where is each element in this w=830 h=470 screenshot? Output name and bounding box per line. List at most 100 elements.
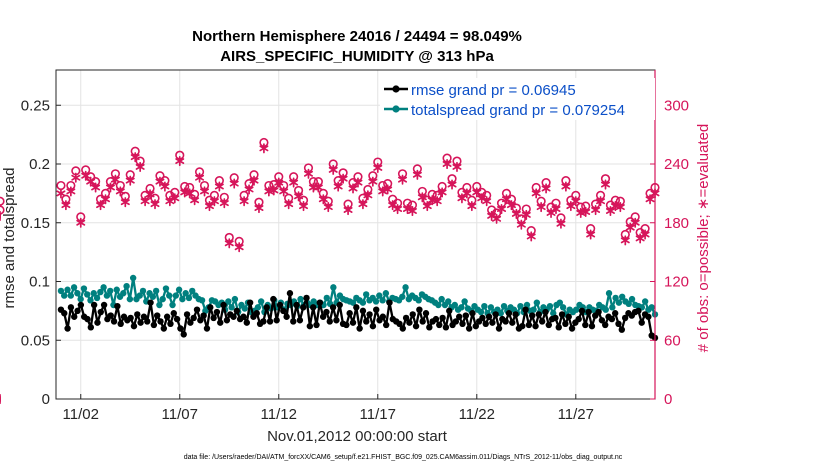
asterisk-stroke [398, 176, 408, 183]
rmse-point [615, 320, 622, 327]
asterisk-stroke [323, 204, 333, 211]
asterisk-stroke [492, 215, 502, 222]
obs-evaluated-point [546, 207, 556, 219]
asterisk-stroke [91, 184, 101, 191]
asterisk-stroke [185, 190, 195, 197]
obs-evaluated-point [393, 203, 403, 215]
rmse-point [306, 322, 314, 330]
rmse-point [157, 318, 164, 325]
totalspread-point [376, 292, 383, 299]
legend-label-spread: totalspread grand pr = 0.079254 [411, 102, 625, 119]
asterisk-stroke [204, 203, 214, 210]
obs-evaluated-point [417, 192, 427, 203]
obs-evaluated-point [531, 188, 541, 199]
asterisk-stroke [150, 201, 160, 208]
rmse-point [147, 299, 154, 306]
rmse-point [71, 313, 78, 320]
obs-evaluated-point [383, 184, 393, 195]
totalspread-point [241, 305, 248, 312]
totalspread-point [500, 302, 508, 310]
obs-evaluated-point [422, 201, 432, 212]
x-tick-label: 11/17 [360, 406, 396, 423]
rmse-point [538, 318, 546, 325]
rmse-point [183, 311, 191, 318]
y-right-tick-label: 120 [664, 274, 689, 291]
obs-evaluated-point [323, 202, 333, 213]
rmse-point [512, 311, 519, 318]
rmse-point [220, 301, 227, 309]
asterisk-stroke [586, 231, 596, 238]
asterisk-stroke [482, 198, 492, 205]
totalspread-point [149, 293, 157, 300]
asterisk-stroke [56, 190, 66, 197]
obs-evaluated-point [457, 193, 467, 204]
legend-marker-spread [392, 105, 400, 113]
totalspread-point [231, 295, 239, 303]
totalspread-point [70, 284, 78, 291]
obs-evaluated-point [299, 201, 309, 212]
rmse-point [509, 319, 516, 326]
asterisk-stroke [234, 244, 244, 251]
asterisk-stroke [115, 188, 125, 195]
rmse-point [535, 311, 543, 318]
asterisk-stroke [86, 178, 96, 185]
obs-evaluated-point [442, 158, 452, 170]
asterisk-stroke [576, 210, 586, 216]
rmse-point [575, 315, 582, 323]
obs-evaluated-point [115, 186, 125, 197]
rmse-point [266, 318, 274, 325]
rmse-point [230, 313, 237, 320]
y-left-tick-label: 0.15 [21, 215, 50, 232]
rmse-point [412, 322, 420, 330]
totalspread-point [139, 287, 147, 295]
totalspread-point [359, 299, 367, 306]
obs-evaluated-point [492, 213, 502, 224]
y-left-tick-label: 0.2 [29, 156, 50, 173]
obs-evaluated-point [249, 175, 259, 186]
rmse-point [217, 319, 224, 326]
footer-data-file: data file: /Users/raeder/DAI/ATM_forcXX/… [184, 454, 623, 461]
asterisk-stroke [452, 163, 462, 170]
rmse-point [366, 311, 373, 318]
rmse-point [635, 307, 642, 315]
rmse-point [578, 307, 586, 315]
rmse-point [67, 304, 75, 311]
obs-evaluated-point [432, 196, 442, 207]
totalspread-point [349, 299, 357, 306]
plot-area [0, 137, 660, 405]
rmse-point [170, 310, 177, 317]
rmse-point [382, 321, 390, 329]
asterisk-stroke [412, 171, 422, 178]
rmse-point [150, 321, 158, 329]
asterisk-stroke [506, 202, 516, 209]
rmse-point [263, 304, 270, 311]
rmse-point [409, 311, 416, 318]
legend-label-rmse: rmse grand pr = 0.06945 [411, 82, 576, 99]
rmse-point [638, 319, 645, 326]
totalspread-point [628, 295, 636, 303]
rmse-point [645, 313, 652, 320]
obs-evaluated-point [318, 194, 328, 205]
totalspread-point [179, 295, 186, 303]
rmse-point [293, 301, 300, 309]
rmse-point [77, 301, 85, 309]
rmse-point [273, 317, 280, 324]
rmse-point [187, 319, 194, 326]
rmse-point [482, 320, 489, 327]
totalspread-point [605, 290, 613, 297]
rmse-point [356, 325, 363, 332]
obs-evaluated-point [497, 203, 507, 215]
obs-evaluated-point [130, 152, 140, 163]
obs-evaluated-point [105, 182, 115, 193]
totalspread-point [84, 291, 91, 298]
rmse-point [419, 318, 426, 325]
rmse-point [290, 318, 297, 325]
rmse-point [582, 321, 589, 329]
asterisk-stroke [209, 198, 219, 205]
rmse-point [64, 325, 71, 332]
rmse-point [465, 325, 473, 332]
x-axis: 11/02 11/07 11/12 11/17 11/22 11/27 [63, 394, 594, 423]
asterisk-stroke [175, 158, 185, 165]
y-left-tick-label: 0.1 [29, 274, 50, 291]
